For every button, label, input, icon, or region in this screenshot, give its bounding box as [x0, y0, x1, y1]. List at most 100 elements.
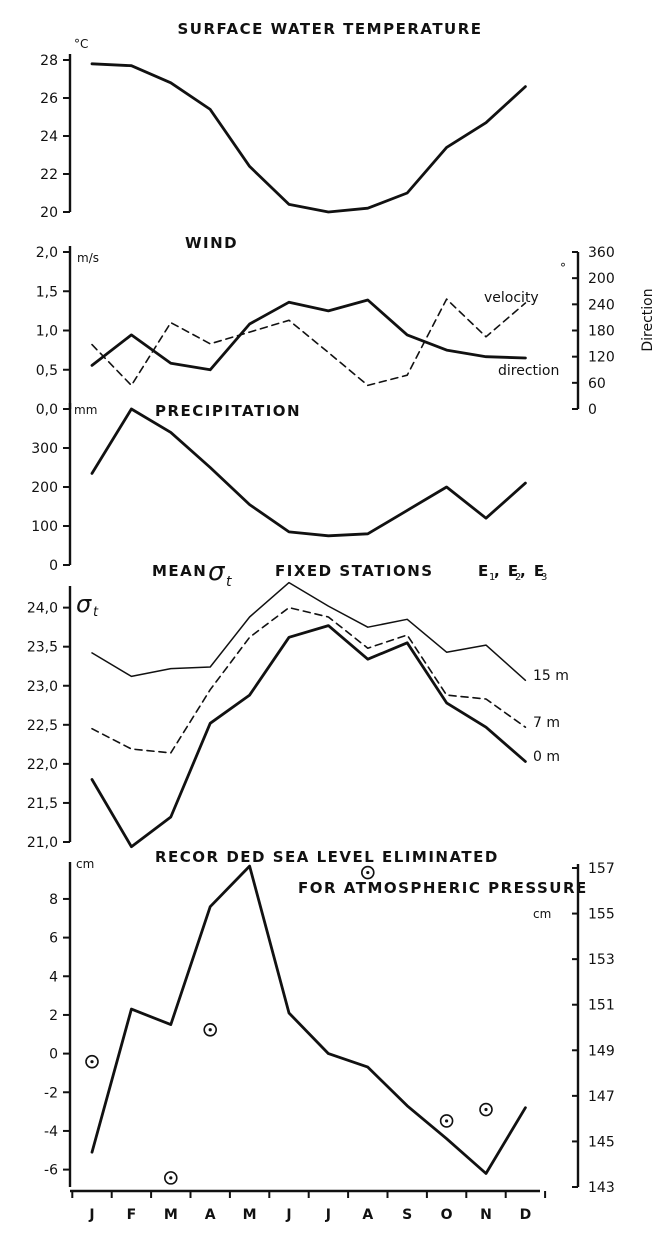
sigma-0m-line [90, 624, 527, 849]
sealevel-tick-label: 4 [49, 969, 58, 985]
sealevel-point [439, 1114, 454, 1128]
sigma-7m-label: 7 m [533, 715, 560, 731]
sealevel-point-center [169, 1176, 173, 1180]
sealevel-tick-label: -4 [44, 1124, 58, 1140]
sealevel-tick-label: 8 [49, 892, 58, 908]
precip-unit: mm [74, 403, 97, 417]
sigma-title: MEAN σ t FIXED STATIONS E 1 , E 2 , E 3 [152, 557, 547, 590]
sealevel-point [360, 865, 375, 880]
sealevel-point [479, 1102, 493, 1117]
sigma-y-axis: 21,0 21,5 22,0 22,5 23,0 23,5 24,0 [27, 586, 72, 851]
wind-tick-label: 2,0 [36, 245, 58, 261]
temp-series [90, 62, 527, 214]
sigma-series [90, 581, 527, 849]
sigma-15m-label: 15 m [533, 668, 569, 684]
wind-direction-axis-label: Direction [640, 288, 656, 351]
sealevel-axis2-tick-label: 147 [588, 1089, 615, 1105]
temp-tick-label: 24 [40, 129, 58, 145]
month-label: D [520, 1207, 532, 1223]
sealevel-tick-label: 0 [49, 1047, 58, 1063]
month-label: M [164, 1207, 178, 1223]
sealevel-series [85, 864, 527, 1185]
sealevel-point [85, 1054, 99, 1069]
precip-y-axis: 0 100 200 300 [31, 403, 72, 574]
wind-tick-label: 0,0 [36, 402, 58, 418]
sealevel-point-center [366, 870, 370, 875]
sealevel-right-unit: cm [533, 907, 551, 921]
svg-text:, E: , E [520, 562, 546, 580]
sigma-15m-line [91, 581, 527, 682]
month-label: A [362, 1207, 373, 1223]
sealevel-title: RECOR DED SEA LEVEL ELIMINATED [155, 848, 499, 866]
wind-direction-axis: 0 60 120 180 240 200 360 [572, 245, 615, 418]
wind-unit: m/s [77, 251, 99, 265]
wind-axis2-tick-label: 360 [588, 245, 615, 261]
sigma-tick-label: 21,5 [27, 796, 58, 812]
svg-text:1: 1 [489, 572, 495, 583]
temp-tick-label: 22 [40, 167, 58, 183]
sigma-tick-label: 21,0 [27, 835, 58, 851]
precip-tick-label: 300 [31, 441, 58, 457]
sealevel-title-line2: FOR ATMOSPHERIC PRESSURE [298, 879, 588, 897]
svg-text:FIXED STATIONS: FIXED STATIONS [275, 562, 434, 580]
sealevel-y-axis: -6 -4 -2 0 2 4 6 8 [44, 862, 72, 1187]
month-label: M [243, 1207, 257, 1223]
wind-tick-label: 0,5 [36, 363, 58, 379]
svg-text:MEAN: MEAN [152, 562, 207, 580]
sealevel-point [164, 1171, 178, 1185]
sigma-panel: MEAN σ t FIXED STATIONS E 1 , E 2 , E 3 … [27, 557, 569, 851]
month-label: S [402, 1207, 412, 1223]
sealevel-axis2-tick-label: 143 [588, 1180, 615, 1196]
temp-tick-label: 28 [40, 53, 58, 69]
direction-series-label: direction [498, 363, 559, 379]
sealevel-point-center [90, 1060, 94, 1064]
temp-tick-label: 20 [40, 205, 58, 221]
sigma-unit: σ t [76, 590, 99, 620]
precip-series [90, 407, 527, 538]
month-label: N [480, 1207, 492, 1223]
sigma-tick-label: 23,0 [27, 679, 58, 695]
sigma-0m-label: 0 m [533, 749, 560, 765]
precip-tick-label: 100 [31, 519, 58, 535]
sealevel-axis2-tick-label: 155 [588, 907, 615, 923]
precip-line [90, 407, 527, 538]
temp-tick-label: 26 [40, 91, 58, 107]
sealevel-point-center [208, 1028, 212, 1032]
wind-axis2-tick-label: 240 [588, 297, 615, 313]
month-label: F [127, 1207, 137, 1223]
svg-text:t: t [93, 605, 99, 620]
sigma-tick-label: 22,0 [27, 757, 58, 773]
sealevel-tick-label: -6 [44, 1163, 58, 1179]
precip-panel: PRECIPITATION mm 0 100 200 300 [31, 402, 527, 574]
wind-series [90, 298, 527, 387]
svg-text:t: t [226, 574, 232, 590]
sigma-tick-label: 22,5 [27, 718, 58, 734]
wind-title: WIND [185, 234, 238, 252]
sealevel-tick-label: -2 [44, 1085, 58, 1101]
wind-y-axis: 0,0 0,5 1,0 1,5 2,0 [36, 245, 72, 418]
precip-tick-label: 200 [31, 480, 58, 496]
sealevel-tick-label: 6 [49, 931, 58, 947]
sigma-tick-label: 24,0 [27, 601, 58, 617]
sealevel-point-center [484, 1107, 488, 1112]
temp-line [90, 62, 527, 214]
sealevel-axis2-tick-label: 157 [588, 861, 615, 877]
sealevel-unit: cm [76, 857, 94, 871]
wind-direction-line [90, 298, 527, 372]
temp-title: SURFACE WATER TEMPERATURE [177, 20, 482, 38]
month-label: J [285, 1207, 291, 1223]
month-label: O [441, 1207, 453, 1223]
wind-direction-unit: ° [560, 261, 566, 275]
wind-axis2-tick-label: 60 [588, 376, 606, 392]
sealevel-axis2-tick-label: 149 [588, 1043, 615, 1059]
precip-tick-label: 0 [49, 558, 58, 574]
sigma-tick-label: 23,5 [27, 640, 58, 656]
sealevel-axis2-tick-label: 151 [588, 998, 615, 1014]
wind-velocity-line [91, 298, 527, 387]
wind-axis2-tick-label: 120 [588, 350, 615, 366]
wind-tick-label: 1,0 [36, 324, 58, 340]
wind-axis2-tick-label: 200 [588, 271, 615, 287]
temp-panel: SURFACE WATER TEMPERATURE °C 20 22 24 26 28 [40, 20, 527, 221]
